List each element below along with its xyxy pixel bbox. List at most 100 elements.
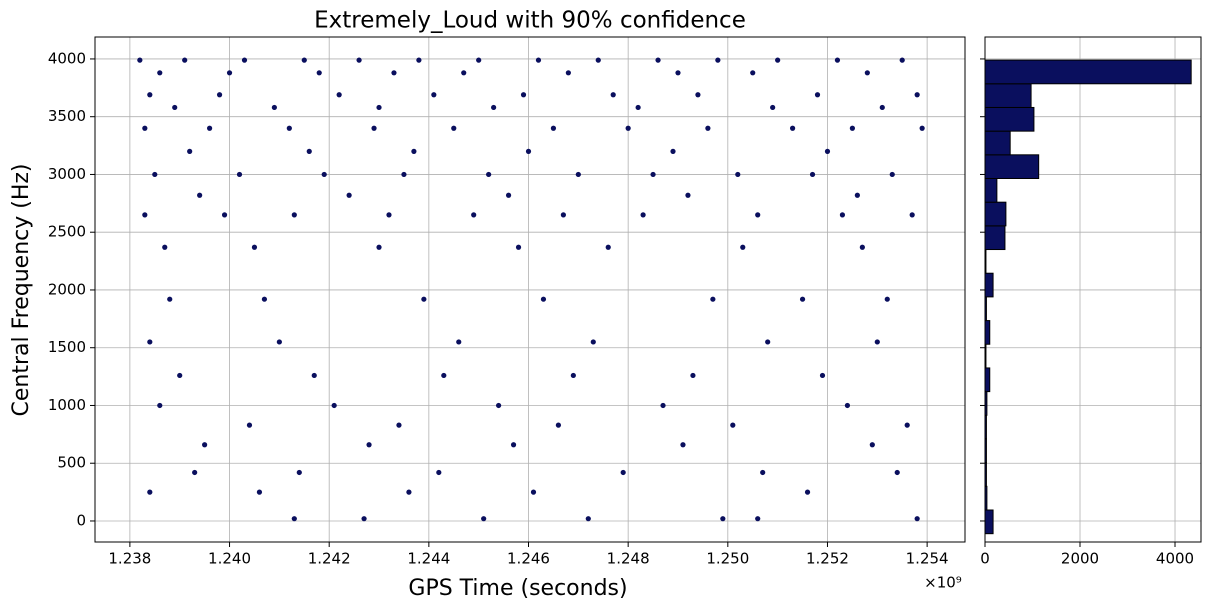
point (291, 516, 297, 522)
bar (984, 83, 1032, 108)
point (660, 402, 666, 409)
x-tick-label: 0 (980, 550, 990, 568)
point (256, 489, 263, 495)
point (147, 489, 153, 495)
point (690, 372, 696, 379)
point (416, 57, 422, 63)
point (461, 70, 467, 76)
y-tick-label: 500 (57, 454, 86, 472)
x-tick-label: 1.246 (507, 550, 550, 568)
point (356, 57, 362, 63)
bar (984, 509, 994, 535)
point (864, 70, 870, 76)
point (879, 104, 885, 111)
point (560, 212, 566, 218)
point (321, 171, 327, 178)
point (226, 70, 233, 76)
point (620, 469, 626, 476)
point (869, 442, 875, 448)
bar (984, 320, 991, 345)
point (570, 372, 576, 379)
point (346, 192, 352, 198)
point (720, 516, 726, 522)
point (520, 92, 527, 98)
point (750, 70, 756, 76)
point (241, 57, 248, 63)
point (316, 70, 322, 76)
point (391, 70, 397, 76)
point (157, 70, 163, 76)
point (914, 92, 920, 98)
bar (984, 367, 991, 393)
point (834, 57, 841, 63)
point (849, 125, 855, 131)
bar (984, 130, 1011, 156)
x-tick-label: 1.238 (108, 550, 151, 568)
point (366, 442, 372, 448)
y-tick-label: 3000 (48, 165, 86, 183)
point (854, 192, 860, 198)
point (839, 212, 846, 218)
chart-title: Extremely_Loud with 90% confidence (314, 8, 746, 34)
point (376, 244, 382, 250)
point (431, 92, 437, 98)
point (894, 469, 900, 476)
point (221, 212, 228, 218)
point (859, 244, 865, 250)
point (530, 489, 537, 495)
point (670, 148, 676, 154)
point (695, 92, 701, 98)
point (207, 125, 213, 131)
bar (984, 177, 998, 203)
point (565, 70, 571, 76)
point (271, 104, 277, 111)
point (182, 57, 188, 63)
point (172, 104, 178, 111)
point (147, 92, 153, 98)
point (585, 516, 591, 522)
point (899, 57, 905, 63)
point (799, 296, 806, 302)
point (535, 57, 542, 63)
point (157, 402, 163, 409)
point (735, 171, 741, 178)
y-tick-label: 2500 (48, 223, 86, 241)
point (481, 516, 487, 522)
bar (984, 106, 1035, 132)
point (411, 148, 417, 154)
point (336, 92, 342, 98)
point (261, 296, 268, 302)
x-tick-label: 2000 (1061, 550, 1099, 568)
point (142, 212, 148, 218)
point (889, 171, 895, 178)
point (291, 212, 297, 218)
point (775, 57, 781, 63)
point (311, 372, 317, 379)
point (510, 442, 517, 448)
point (904, 422, 910, 428)
x-tick-label: 1.250 (706, 550, 749, 568)
point (730, 422, 736, 428)
point (640, 212, 646, 218)
point (884, 296, 890, 302)
point (401, 171, 407, 178)
point (710, 296, 716, 302)
bar (984, 225, 1006, 251)
bar (984, 272, 994, 298)
point (874, 339, 880, 345)
point (635, 104, 641, 111)
point (147, 339, 153, 345)
y-tick-label: 2000 (48, 280, 86, 298)
point (246, 422, 253, 428)
point (760, 469, 766, 476)
point (844, 402, 851, 409)
x-tick-label: 1.244 (407, 550, 450, 568)
point (456, 339, 462, 345)
point (515, 244, 522, 250)
point (575, 171, 581, 178)
point (819, 372, 826, 379)
point (610, 92, 616, 98)
point (824, 148, 831, 154)
y-tick-label: 3500 (48, 107, 86, 125)
